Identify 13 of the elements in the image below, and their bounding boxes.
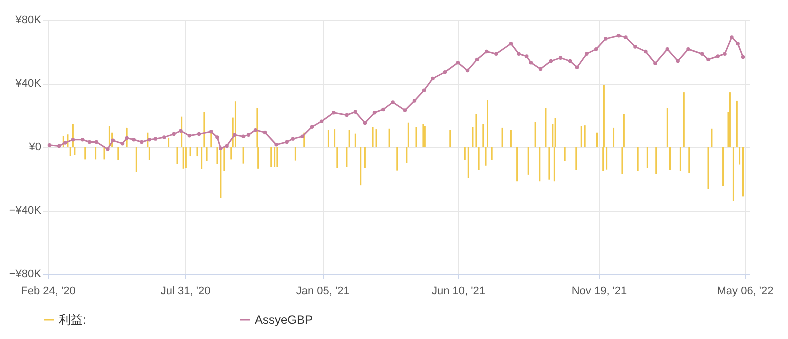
x-tick-label: Jan 05, '21 [296, 286, 350, 298]
x-tick-label: Nov 19, '21 [572, 286, 628, 298]
y-tick-label: −¥40K [9, 205, 42, 217]
legend-label: 利益: [59, 313, 86, 327]
y-tick-label: ¥80K [14, 14, 42, 26]
x-tick-label: Jul 31, '20 [160, 286, 211, 298]
legend-label: AssyeGBP [255, 313, 314, 327]
y-tick-label: ¥40K [14, 78, 42, 90]
y-tick-label: ¥0 [28, 142, 42, 154]
x-tick-label: May 06, '22 [717, 286, 774, 298]
x-tick-label: Jun 10, '21 [432, 286, 486, 298]
x-tick-label: Feb 24, '20 [21, 286, 76, 298]
y-tick-label: −¥80K [9, 268, 42, 280]
